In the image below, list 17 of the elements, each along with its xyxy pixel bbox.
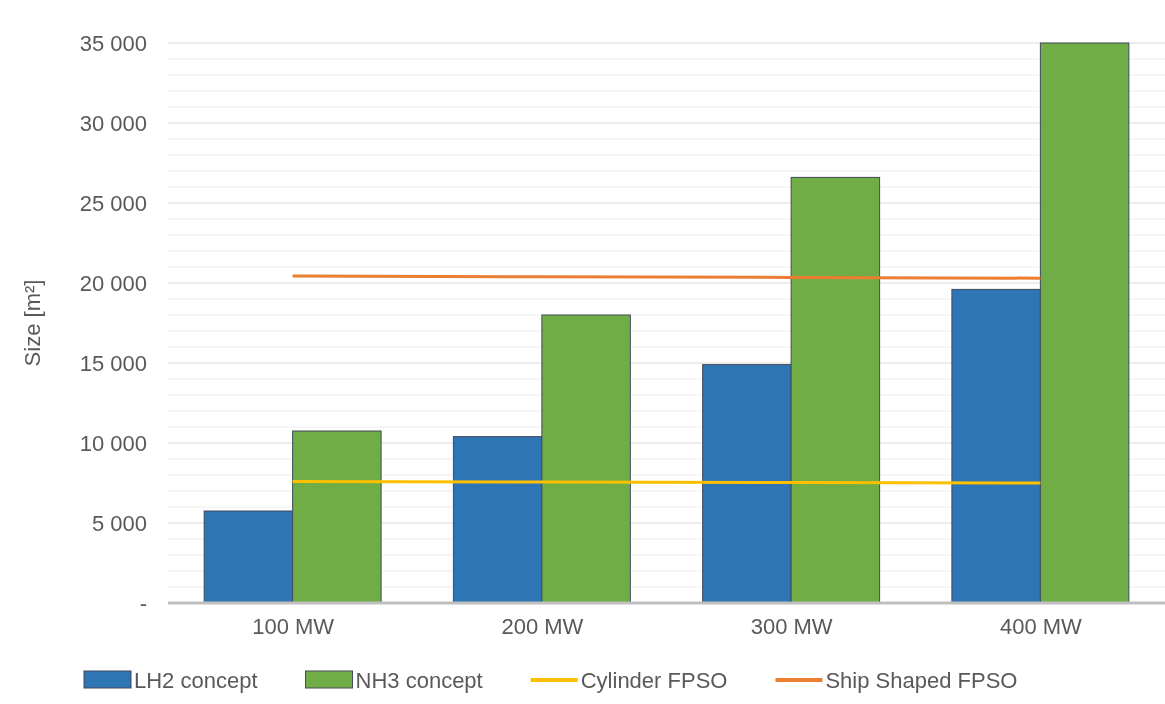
y-tick-label: 25 000 <box>79 190 147 216</box>
legend-label: Ship Shaped FPSO <box>825 668 1018 693</box>
y-tick-label: 10 000 <box>79 430 147 456</box>
legend-label: NH3 concept <box>355 668 483 693</box>
y-tick-label: 5 000 <box>91 510 147 536</box>
y-axis-title: Size [m²] <box>20 279 45 367</box>
legend-label: Cylinder FPSO <box>580 668 728 693</box>
y-tick-label: - <box>139 590 147 616</box>
y-tick-label: 35 000 <box>79 30 147 56</box>
y-tick-label: 30 000 <box>79 110 147 136</box>
y-tick-label: 15 000 <box>79 350 147 376</box>
x-tick-label: 200 MW <box>501 614 584 639</box>
x-tick-label: 400 MW <box>999 614 1083 639</box>
x-tick-label: 300 MW <box>750 614 833 639</box>
legend-label: LH2 concept <box>134 668 258 693</box>
y-tick-label: 20 000 <box>79 270 147 296</box>
x-tick-label: 100 MW <box>252 614 335 639</box>
